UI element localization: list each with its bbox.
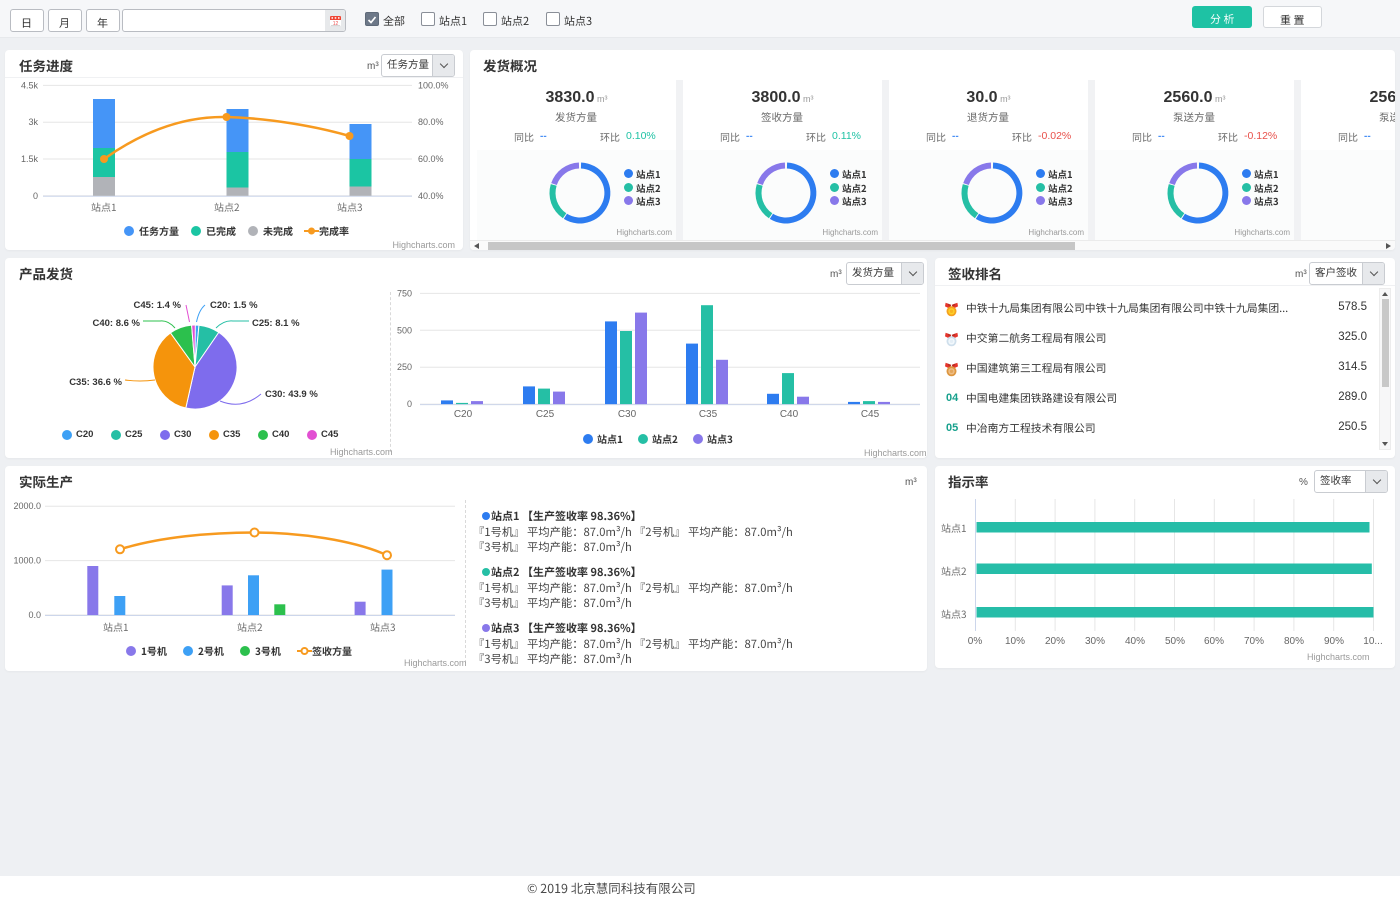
svg-text:C30: 43.9 %: C30: 43.9 % [265, 389, 318, 400]
svg-text:2000.0: 2000.0 [13, 501, 41, 511]
svg-text:C40: 8.6 %: C40: 8.6 % [92, 318, 140, 329]
svg-text:0: 0 [33, 191, 38, 201]
svg-text:3k: 3k [28, 117, 38, 127]
svg-text:750: 750 [397, 288, 412, 298]
svg-text:100.0%: 100.0% [418, 80, 449, 90]
svg-text:C20: 1.5 %: C20: 1.5 % [210, 300, 258, 311]
svg-text:12: 12 [332, 21, 338, 27]
svg-text:C25: 8.1 %: C25: 8.1 % [252, 318, 300, 329]
svg-text:1.5k: 1.5k [21, 154, 39, 164]
svg-text:1000.0: 1000.0 [13, 556, 41, 566]
svg-text:0.0: 0.0 [28, 610, 41, 620]
svg-text:60.0%: 60.0% [418, 154, 444, 164]
svg-text:0: 0 [407, 399, 412, 409]
svg-text:250: 250 [397, 362, 412, 372]
svg-text:80.0%: 80.0% [418, 117, 444, 127]
svg-text:4.5k: 4.5k [21, 80, 39, 90]
svg-text:C35: 36.6 %: C35: 36.6 % [69, 377, 122, 388]
svg-text:40.0%: 40.0% [418, 191, 444, 201]
svg-text:C45: 1.4 %: C45: 1.4 % [133, 300, 181, 311]
svg-text:500: 500 [397, 325, 412, 335]
